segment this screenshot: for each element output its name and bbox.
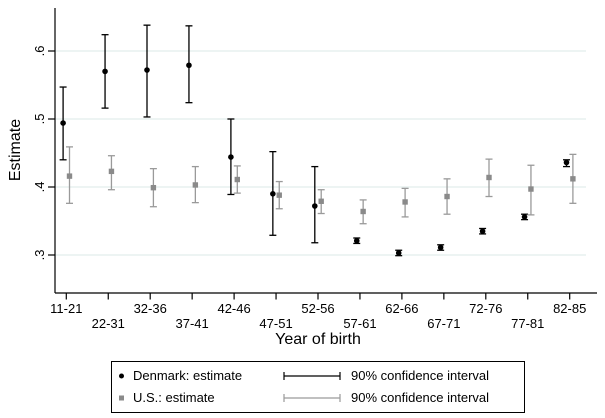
x-tick-label: 47-51 [259, 316, 292, 331]
y-tick-label: .5 [32, 114, 47, 125]
us-estimate-point [150, 184, 157, 191]
denmark-estimate-point [228, 154, 234, 160]
denmark-estimate-point [353, 237, 360, 244]
x-axis-title: Year of birth [275, 331, 361, 348]
plot-area: .3 .4 .5 .6 11-21 22-31 32-36 37-41 42-46 47-51 52… [32, 8, 597, 331]
denmark-estimate-point [102, 68, 108, 75]
denmark-estimate-point [60, 120, 66, 126]
denmark-estimate-point [395, 250, 402, 256]
us-estimate-point [66, 173, 73, 179]
us-estimate-point [276, 192, 282, 198]
denmark-estimate-point [270, 191, 276, 197]
x-tick-label: 52-56 [301, 301, 334, 316]
us-estimate-point [192, 182, 199, 188]
us-estimate-point [318, 198, 324, 204]
legend-row-denmark: Denmark: estimate 90% confidence interva… [112, 365, 524, 387]
us-estimate-point [234, 176, 240, 183]
denmark-estimate-point [521, 214, 528, 220]
x-tick-label: 22-31 [92, 316, 125, 331]
x-tick-label: 37-41 [176, 316, 209, 331]
ci-line-sample-us [283, 394, 341, 402]
y-tick-label: .3 [32, 250, 47, 261]
denmark-estimate-point [479, 228, 486, 234]
y-tick-label: .4 [32, 182, 47, 193]
denmark-estimate-point [186, 62, 192, 69]
us-estimate-point [360, 208, 366, 215]
us-estimate-point [444, 193, 450, 200]
x-tick-label: 67-71 [427, 316, 460, 331]
legend-row-us: U.S.: estimate 90% confidence interval [112, 387, 524, 409]
x-tick-label: 11-21 [50, 301, 82, 316]
us-estimate-point [486, 174, 492, 181]
us-marker-icon [119, 395, 124, 401]
us-estimate-point [528, 186, 534, 192]
denmark-estimate-point [144, 67, 150, 73]
y-tick-label: .6 [32, 46, 47, 57]
denmark-estimate-point [437, 244, 444, 251]
y-axis-title: Estimate [7, 118, 24, 182]
us-estimate-point [570, 176, 576, 182]
denmark-estimate-point [312, 203, 318, 209]
ci-line-sample-denmark [283, 372, 341, 380]
us-estimate-point [108, 168, 115, 175]
x-tick-label: 42-46 [217, 301, 250, 316]
x-tick-label: 72-76 [469, 301, 502, 316]
legend: Denmark: estimate 90% confidence interva… [111, 361, 525, 413]
x-tick-label: 57-61 [343, 316, 376, 331]
denmark-marker-icon [119, 373, 124, 379]
legend-ci-label-denmark: 90% confidence interval [351, 368, 490, 383]
legend-label-us: U.S.: estimate [133, 390, 215, 405]
x-tick-label: 77-81 [511, 316, 544, 331]
legend-ci-label-us: 90% confidence interval [351, 390, 490, 405]
us-estimate-point [402, 199, 408, 205]
x-tick-label: 32-36 [134, 301, 167, 316]
x-tick-label: 82-85 [553, 301, 586, 316]
x-tick-label: 62-66 [385, 301, 418, 316]
legend-label-denmark: Denmark: estimate [133, 368, 243, 383]
denmark-estimate-point [563, 159, 570, 166]
